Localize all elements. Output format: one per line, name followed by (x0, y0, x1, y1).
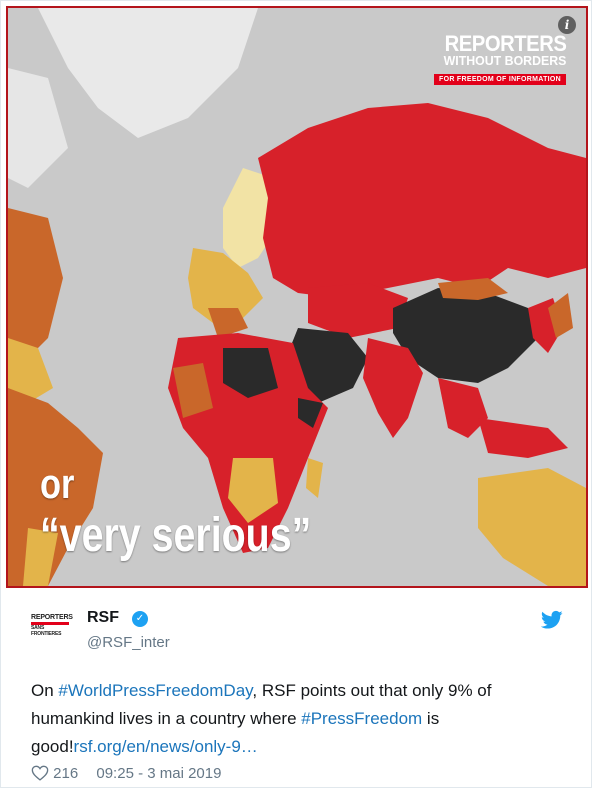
info-icon[interactable]: i (558, 16, 576, 34)
logo-line2: WITHOUT BORDERS (443, 53, 566, 68)
heart-icon[interactable] (31, 765, 49, 781)
caption-line2: “very serious” (40, 509, 312, 562)
twitter-bird-icon[interactable] (541, 610, 563, 630)
avatar-red-bar (31, 622, 69, 625)
tweet-text-part2: , RSF points out that only 9% of humanki… (31, 681, 492, 728)
tweet-header: REPORTERS SANS FRONTIERES RSF ✓ @RSF_int… (31, 606, 571, 666)
like-count[interactable]: 216 (53, 765, 79, 782)
tweet-text-part3: is good! (31, 709, 440, 756)
tweet-text: On #WorldPressFreedomDay, RSF points out… (31, 677, 571, 761)
tweet-link[interactable]: rsf.org/en/news/only-9… (73, 737, 258, 756)
hashtag-press-freedom[interactable]: #PressFreedom (301, 709, 423, 728)
verified-badge-icon: ✓ (132, 611, 148, 627)
logo-line1: REPORTERS (444, 31, 566, 56)
tweet-text-part1: On (31, 681, 59, 700)
tweet-footer: 216 09:25 - 3 mai 2019 (31, 765, 225, 782)
avatar[interactable]: REPORTERS SANS FRONTIERES (31, 614, 73, 644)
author-handle[interactable]: @RSF_inter (87, 634, 170, 651)
logo-tagline: FOR FREEDOM OF INFORMATION (434, 74, 566, 85)
author-name[interactable]: RSF (87, 609, 119, 626)
world-press-freedom-map (8, 8, 586, 586)
rsf-logo: REPORTERS WITHOUT BORDERS FOR FREEDOM OF… (434, 31, 566, 86)
tweet-timestamp[interactable]: 09:25 - 3 mai 2019 (96, 765, 222, 782)
avatar-line2: SANS FRONTIERES (31, 625, 62, 637)
avatar-line1: REPORTERS (31, 614, 73, 621)
hashtag-world-press-freedom-day[interactable]: #WorldPressFreedomDay (58, 681, 253, 700)
caption-line1: or (40, 460, 75, 507)
tweet-media[interactable]: i REPORTERS WITHOUT BORDERS FOR FREEDOM … (6, 6, 588, 588)
